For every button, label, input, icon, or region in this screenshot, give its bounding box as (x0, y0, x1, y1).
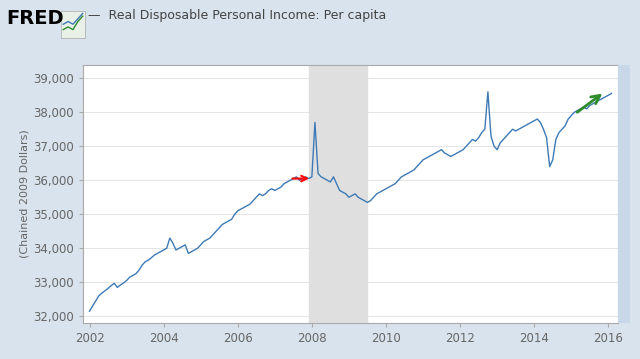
Text: FRED: FRED (6, 9, 64, 28)
Bar (309, 65, 367, 323)
Y-axis label: (Chained 2009 Dollars): (Chained 2009 Dollars) (19, 130, 29, 258)
Text: —  Real Disposable Personal Income: Per capita: — Real Disposable Personal Income: Per c… (88, 9, 387, 22)
